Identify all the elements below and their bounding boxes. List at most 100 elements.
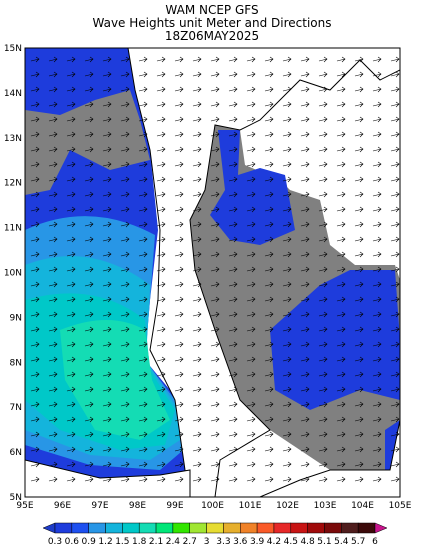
lon-label: 99E bbox=[166, 501, 183, 511]
direction-arrow bbox=[372, 146, 382, 153]
direction-arrow bbox=[174, 401, 184, 408]
direction-arrow bbox=[66, 56, 76, 63]
direction-arrow bbox=[30, 476, 40, 483]
direction-arrow bbox=[84, 131, 94, 138]
direction-arrow bbox=[156, 176, 166, 183]
direction-arrow bbox=[102, 71, 112, 78]
direction-arrow bbox=[102, 356, 112, 363]
direction-arrow bbox=[120, 116, 130, 123]
direction-arrow bbox=[300, 266, 310, 273]
direction-arrow bbox=[336, 191, 346, 198]
direction-arrow bbox=[390, 236, 400, 243]
direction-arrow bbox=[156, 146, 166, 153]
direction-arrow bbox=[228, 86, 238, 93]
direction-arrow bbox=[174, 206, 184, 213]
direction-arrow bbox=[300, 356, 310, 363]
direction-arrow bbox=[390, 146, 400, 153]
direction-arrow bbox=[228, 386, 238, 393]
lon-label: 97E bbox=[91, 501, 108, 511]
direction-arrow bbox=[318, 476, 328, 483]
direction-arrow bbox=[174, 461, 184, 468]
direction-arrow bbox=[174, 281, 184, 288]
legend-tick-label: 2.7 bbox=[183, 537, 197, 547]
direction-arrow bbox=[174, 221, 184, 228]
direction-arrow bbox=[390, 296, 400, 303]
direction-arrow bbox=[210, 356, 220, 363]
direction-arrow bbox=[372, 176, 382, 183]
direction-arrow bbox=[246, 221, 256, 228]
direction-arrow bbox=[246, 101, 256, 108]
direction-arrow bbox=[300, 281, 310, 288]
direction-arrow bbox=[84, 191, 94, 198]
direction-arrow bbox=[300, 56, 310, 63]
direction-arrow bbox=[390, 131, 400, 138]
direction-arrow bbox=[372, 401, 382, 408]
direction-arrow bbox=[318, 281, 328, 288]
lat-label: 11N bbox=[4, 224, 22, 234]
direction-arrow bbox=[372, 356, 382, 363]
direction-arrow bbox=[210, 416, 220, 423]
direction-arrow bbox=[282, 296, 292, 303]
direction-arrow bbox=[30, 416, 40, 423]
direction-arrow bbox=[228, 326, 238, 333]
direction-arrow bbox=[336, 371, 346, 378]
lon-label: 103E bbox=[314, 501, 337, 511]
direction-arrow bbox=[156, 416, 166, 423]
direction-arrow bbox=[120, 266, 130, 273]
direction-arrow bbox=[30, 221, 40, 228]
direction-arrow bbox=[120, 131, 130, 138]
direction-arrow bbox=[264, 71, 274, 78]
direction-arrow bbox=[192, 371, 202, 378]
direction-arrow bbox=[174, 431, 184, 438]
direction-arrow bbox=[282, 161, 292, 168]
direction-arrow bbox=[156, 461, 166, 468]
direction-arrow bbox=[210, 101, 220, 108]
direction-arrow bbox=[84, 446, 94, 453]
direction-arrow bbox=[372, 296, 382, 303]
direction-arrow bbox=[228, 146, 238, 153]
direction-arrow bbox=[264, 416, 274, 423]
direction-arrow bbox=[48, 356, 58, 363]
direction-arrow bbox=[318, 266, 328, 273]
direction-arrow bbox=[156, 116, 166, 123]
direction-arrow bbox=[318, 401, 328, 408]
direction-arrow bbox=[210, 311, 220, 318]
direction-arrow bbox=[102, 296, 112, 303]
direction-arrow bbox=[336, 56, 346, 63]
direction-arrow bbox=[48, 191, 58, 198]
direction-arrow bbox=[192, 431, 202, 438]
direction-arrow bbox=[138, 386, 148, 393]
direction-arrow bbox=[84, 236, 94, 243]
direction-arrow bbox=[156, 371, 166, 378]
direction-arrow bbox=[48, 86, 58, 93]
direction-arrow bbox=[48, 371, 58, 378]
direction-arrow bbox=[228, 281, 238, 288]
direction-arrow bbox=[66, 116, 76, 123]
direction-arrow bbox=[264, 401, 274, 408]
direction-arrow bbox=[372, 71, 382, 78]
lat-label: 6N bbox=[10, 448, 22, 458]
direction-arrow bbox=[120, 311, 130, 318]
direction-arrow bbox=[120, 176, 130, 183]
direction-arrow bbox=[66, 176, 76, 183]
direction-arrow bbox=[300, 371, 310, 378]
direction-arrow bbox=[30, 266, 40, 273]
direction-arrow bbox=[228, 71, 238, 78]
direction-arrow bbox=[174, 341, 184, 348]
legend-tick-label: 4.2 bbox=[267, 537, 281, 547]
direction-arrow bbox=[354, 71, 364, 78]
lon-label: 101E bbox=[239, 501, 262, 511]
direction-arrow bbox=[318, 191, 328, 198]
direction-arrow bbox=[30, 371, 40, 378]
legend-swatch bbox=[273, 522, 292, 534]
direction-arrow bbox=[282, 431, 292, 438]
direction-arrow bbox=[48, 221, 58, 228]
direction-arrow bbox=[138, 356, 148, 363]
legend-swatch bbox=[324, 522, 342, 534]
direction-arrow bbox=[192, 341, 202, 348]
direction-arrow bbox=[264, 476, 274, 483]
direction-arrow bbox=[354, 371, 364, 378]
direction-arrow bbox=[84, 146, 94, 153]
direction-arrow bbox=[372, 371, 382, 378]
direction-arrow bbox=[300, 236, 310, 243]
